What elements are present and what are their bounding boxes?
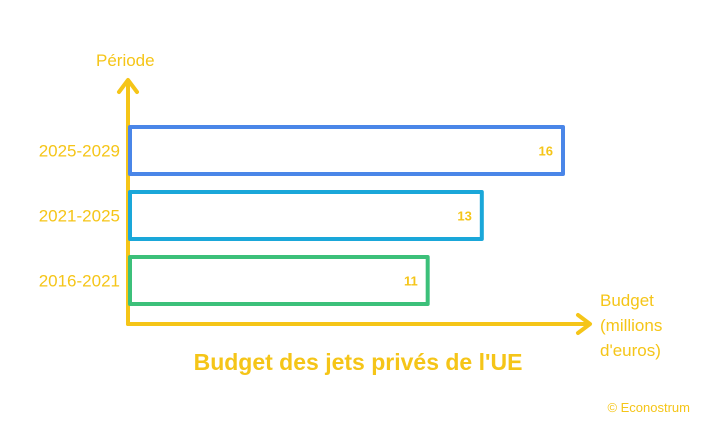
- data-label-2016-2021: 11: [404, 274, 418, 289]
- chart-axes: [117, 78, 592, 335]
- bars-group: 16 2025-2029 13 2021-2025 11 2016-2021: [39, 125, 565, 306]
- x-axis-title: Budget (millions d'euros): [600, 291, 667, 360]
- category-label-2025-2029: 2025-2029: [39, 142, 120, 161]
- category-label-2016-2021: 2016-2021: [39, 272, 120, 291]
- credit-text: © Econostrum: [607, 400, 690, 415]
- bar-2021-2025: [128, 190, 484, 241]
- bar-2016-2021: [128, 255, 430, 306]
- chart-title: Budget des jets privés de l'UE: [194, 349, 523, 375]
- x-axis-title-line: Budget: [600, 291, 654, 310]
- category-label-2021-2025: 2021-2025: [39, 207, 120, 226]
- data-label-2021-2025: 13: [457, 209, 471, 224]
- x-axis-title-line: d'euros): [600, 341, 661, 360]
- y-axis-arrowhead: [117, 78, 139, 94]
- x-axis-arrowhead: [576, 313, 592, 335]
- data-label-2025-2029: 16: [539, 144, 553, 159]
- bar-2025-2029: [128, 125, 565, 176]
- x-axis-title-line: (millions: [600, 316, 662, 335]
- y-axis-title: Période: [96, 51, 155, 70]
